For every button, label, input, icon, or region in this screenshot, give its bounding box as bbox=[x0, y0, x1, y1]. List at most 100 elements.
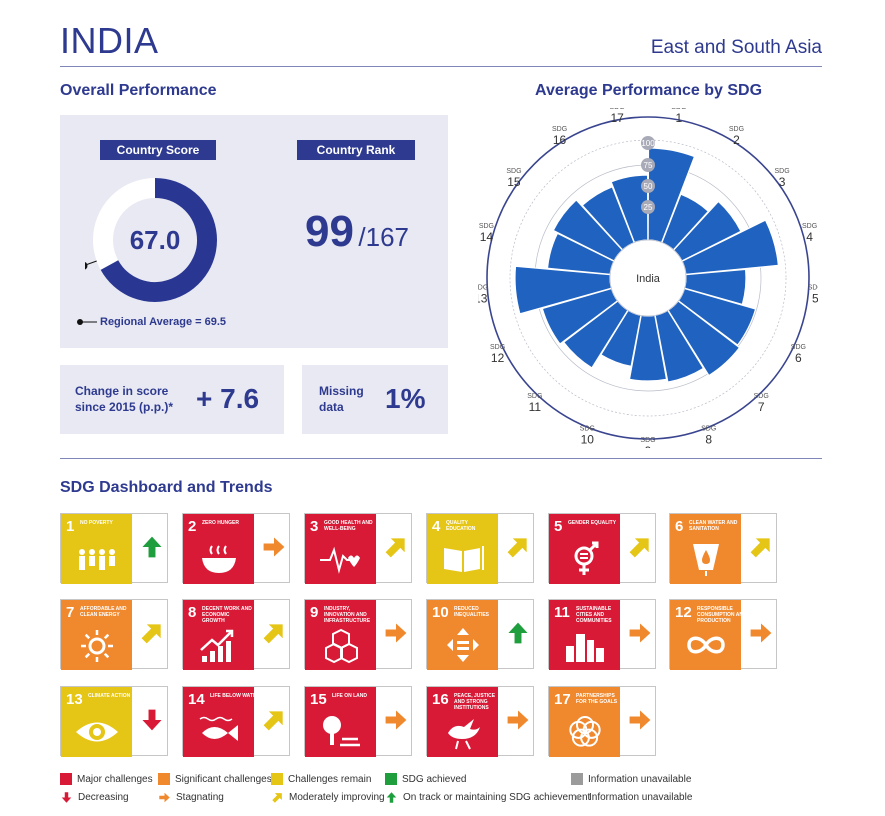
missing-label-line-2: data bbox=[319, 400, 344, 414]
trend-right-arrow-icon bbox=[385, 710, 407, 730]
sdg-tile-17[interactable]: 17 Partnerships for the Goals bbox=[548, 686, 656, 757]
radial-axis-number: 7 bbox=[758, 400, 765, 414]
legend-trend-down-icon bbox=[61, 792, 72, 803]
legend-label: On track or maintaining SDG achievement bbox=[403, 792, 591, 803]
radial-axis-number: 4 bbox=[806, 230, 813, 244]
sdg-number: 12 bbox=[675, 604, 692, 621]
trend-right-arrow-icon bbox=[385, 623, 407, 643]
sdg-tile-13[interactable]: 13 Climate Action bbox=[60, 686, 168, 757]
radial-axis-prefix: SDG bbox=[802, 223, 817, 230]
sdg-name: Affordable and Clean Energy bbox=[80, 606, 127, 618]
sdg-tile-7[interactable]: 7 Affordable and Clean Energy bbox=[60, 599, 168, 670]
sdg-tile-11[interactable]: 11 Sustainable Cities and Communities bbox=[548, 599, 656, 670]
sdg-name: Climate Action bbox=[88, 693, 131, 699]
sdg-tile-12[interactable]: 12 Responsible Consumption and Production bbox=[669, 599, 777, 670]
sdg-tile-15[interactable]: 15 Life on Land bbox=[304, 686, 412, 757]
sdg-status-square: 8 Decent Work and Economic Growth bbox=[183, 600, 254, 670]
radial-axis-label-sdg-9: SDG9 bbox=[640, 437, 655, 448]
trend-diag-arrow-icon bbox=[141, 624, 161, 644]
missing-data-panel: Missing data 1% bbox=[302, 365, 448, 434]
radial-center bbox=[609, 239, 687, 317]
sdg-tile-2[interactable]: 2 Zero Hunger bbox=[182, 513, 290, 584]
legend-swatch bbox=[60, 773, 72, 785]
trend-diag-arrow-icon bbox=[263, 711, 283, 731]
sdg-status-square: 17 Partnerships for the Goals bbox=[549, 687, 620, 757]
radial-axis-number: 3 bbox=[779, 175, 786, 189]
sdg-name: Good Health and Well-Being bbox=[324, 520, 373, 532]
radial-outer-ring bbox=[486, 116, 810, 440]
sdg-name: Zero Hunger bbox=[202, 520, 239, 526]
radial-tick-label: 75 bbox=[644, 161, 653, 170]
radial-axis-label-sdg-5: SDG5 bbox=[808, 285, 818, 306]
legend-status-item: Information unavailable bbox=[571, 773, 691, 785]
sdg-status-square: 1 No Poverty bbox=[61, 514, 132, 584]
sdg-number: 10 bbox=[432, 604, 449, 621]
radial-tick-label: 100 bbox=[641, 139, 655, 148]
change-panel: Change in score since 2015 (p.p.)* + 7.6 bbox=[60, 365, 284, 434]
sdg-tile-1[interactable]: 1 No Poverty bbox=[60, 513, 168, 584]
trend-diag-arrow-icon bbox=[507, 538, 527, 558]
sdg-number: 15 bbox=[310, 691, 327, 708]
sdg-tile-16[interactable]: 16 Peace, Justice and Strong Institutions bbox=[426, 686, 534, 757]
change-label: Change in score since 2015 (p.p.)* bbox=[75, 383, 173, 415]
trend-up-arrow-icon bbox=[142, 536, 162, 558]
sdg-tile-9[interactable]: 9 Industry, Innovation and Infrastructure bbox=[304, 599, 412, 670]
missing-label-line-1: Missing bbox=[319, 384, 364, 398]
legend-label: Challenges remain bbox=[288, 773, 372, 785]
cubes-icon bbox=[325, 628, 358, 664]
trend-diag-arrow-icon bbox=[263, 624, 283, 644]
sdg-name: Quality Education bbox=[446, 520, 476, 532]
trend-diag-arrow-icon bbox=[750, 538, 770, 558]
legend-trend-item: Moderately improving bbox=[271, 791, 385, 804]
legend-status-item: Significant challenges bbox=[158, 773, 272, 785]
sdg-number: 16 bbox=[432, 691, 449, 708]
radial-tick-badge bbox=[641, 200, 655, 214]
change-label-line-2: since 2015 (p.p.)* bbox=[75, 400, 174, 414]
radial-tick-badge bbox=[641, 158, 655, 172]
sdg-status-square: 7 Affordable and Clean Energy bbox=[61, 600, 132, 670]
legend-label: Stagnating bbox=[176, 792, 224, 803]
sdg-tile-14[interactable]: 14 Life Below Water bbox=[182, 686, 290, 757]
trend-right-arrow-icon bbox=[263, 537, 285, 557]
sdg-name: No Poverty bbox=[80, 520, 113, 526]
sdg-tile-4[interactable]: 4 Quality Education bbox=[426, 513, 534, 584]
legend-trend-item: Decreasing bbox=[60, 791, 129, 804]
sdg-tile-5[interactable]: 5 Gender Equality bbox=[548, 513, 656, 584]
sdg-tile-8[interactable]: 8 Decent Work and Economic Growth bbox=[182, 599, 290, 670]
sdg-number: 5 bbox=[554, 518, 563, 535]
sdg-status-square: 14 Life Below Water bbox=[183, 687, 260, 757]
legend-trend-right-icon bbox=[159, 792, 170, 803]
radial-axis-prefix: SDG bbox=[729, 126, 744, 133]
sdg-status-square: 2 Zero Hunger bbox=[183, 514, 254, 584]
sdg-tile-10[interactable]: 10 Reduced Inequalities bbox=[426, 599, 534, 670]
trend-up-arrow-icon bbox=[508, 622, 528, 644]
trend-right-arrow-icon bbox=[629, 710, 651, 730]
trend-down-arrow-icon bbox=[142, 709, 162, 731]
legend-swatch bbox=[385, 773, 397, 785]
sdg-status-square: 15 Life on Land bbox=[305, 687, 376, 757]
growth-icon bbox=[200, 629, 234, 662]
city-icon bbox=[566, 634, 604, 662]
legend-trend-diag-icon bbox=[272, 793, 282, 803]
sdg-number: 13 bbox=[66, 691, 83, 708]
sdg-number: 4 bbox=[432, 518, 441, 535]
radial-axis-prefix: SDG bbox=[754, 393, 769, 400]
sdg-tile-6[interactable]: 6 Clean Water and Sanitation bbox=[669, 513, 777, 584]
legend-trend-dot-icon bbox=[575, 795, 580, 800]
radial-tick-badge bbox=[641, 179, 655, 193]
rank-total: /167 bbox=[358, 222, 410, 252]
radial-axis-number: 12 bbox=[491, 351, 505, 365]
radial-axis-number: 6 bbox=[795, 351, 802, 365]
score-gauge-fill bbox=[100, 178, 217, 302]
radial-axis-prefix: SDG bbox=[701, 426, 716, 433]
legend-swatch bbox=[571, 773, 583, 785]
legend-swatch bbox=[158, 773, 170, 785]
sdg-tile-3[interactable]: 3 Good Health and Well-Being bbox=[304, 513, 412, 584]
radial-axis-label-sdg-17: SDG17 bbox=[610, 108, 625, 125]
rank-number: 99 bbox=[305, 207, 354, 256]
radial-axis-number: 11 bbox=[529, 400, 542, 414]
